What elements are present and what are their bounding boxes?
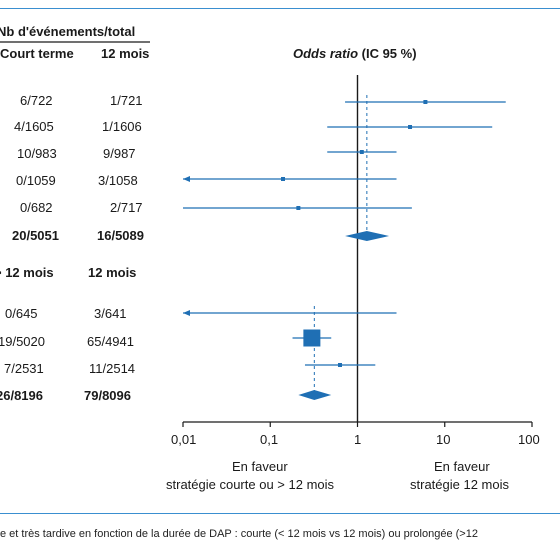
pooled-1-col2: 16/5089 [97, 228, 144, 243]
x-tick-0.1: 0,1 [260, 432, 279, 447]
row-1-col2: 1/721 [110, 93, 143, 108]
column-header-court-terme: Court terme [0, 46, 74, 61]
x-tick-100: 100 [518, 432, 540, 447]
row-5-col2: 2/717 [110, 200, 143, 215]
ci-arrow-left [183, 176, 190, 182]
point-estimate [423, 100, 428, 104]
row-7-col1: 0/645 [5, 306, 38, 321]
point-estimate [359, 150, 364, 154]
row-7-col2: 3/641 [94, 306, 127, 321]
odds-ratio-header: Odds ratio (IC 95 %) [293, 46, 417, 61]
pooled-diamond [298, 390, 332, 400]
pooled-2-col1: 26/8196 [0, 388, 43, 403]
group2-col1-header: > 12 mois [0, 265, 54, 280]
row-4-col2: 3/1058 [98, 173, 138, 188]
bottom-border [0, 513, 560, 514]
row-2-col1: 4/1605 [14, 119, 54, 134]
point-estimate [337, 363, 342, 367]
pooled-2-col2: 79/8096 [84, 388, 131, 403]
row-1-col1: 6/722 [20, 93, 53, 108]
odds-ratio-italic: Odds ratio [293, 46, 359, 61]
group2-col2-header: 12 mois [88, 265, 137, 280]
row-8-col1: 19/5020 [0, 334, 45, 349]
point-estimate [296, 206, 301, 210]
top-border [0, 8, 560, 9]
point-estimate [303, 329, 321, 347]
odds-ratio-ci: (IC 95 %) [358, 46, 417, 61]
row-3-col2: 9/987 [103, 146, 136, 161]
point-estimate [280, 177, 285, 181]
figure-caption: e et très tardive en fonction de la duré… [0, 528, 478, 540]
x-tick-1: 1 [354, 432, 362, 447]
ci-arrow-left [183, 310, 190, 316]
row-9-col1: 7/2531 [4, 361, 44, 376]
pooled-1-col1: 20/5051 [12, 228, 59, 243]
favour-left-line1: En faveur [232, 459, 288, 474]
row-4-col1: 0/1059 [16, 173, 56, 188]
favour-right-line2: stratégie 12 mois [410, 477, 509, 492]
favour-left-line2: stratégie courte ou > 12 mois [166, 477, 335, 492]
pooled-diamond [345, 231, 390, 241]
row-5-col1: 0/682 [20, 200, 53, 215]
point-estimate [408, 125, 413, 129]
x-tick-10: 10 [436, 432, 451, 447]
row-8-col2: 65/4941 [87, 334, 134, 349]
row-2-col2: 1/1606 [102, 119, 142, 134]
column-header-12-mois: 12 mois [101, 46, 150, 61]
row-9-col2: 11/2514 [89, 361, 136, 376]
favour-right-line1: En faveur [434, 459, 490, 474]
row-3-col1: 10/983 [17, 146, 57, 161]
x-tick-0.01: 0,01 [171, 432, 197, 447]
events-header: Nb d'événements/total [0, 24, 136, 39]
